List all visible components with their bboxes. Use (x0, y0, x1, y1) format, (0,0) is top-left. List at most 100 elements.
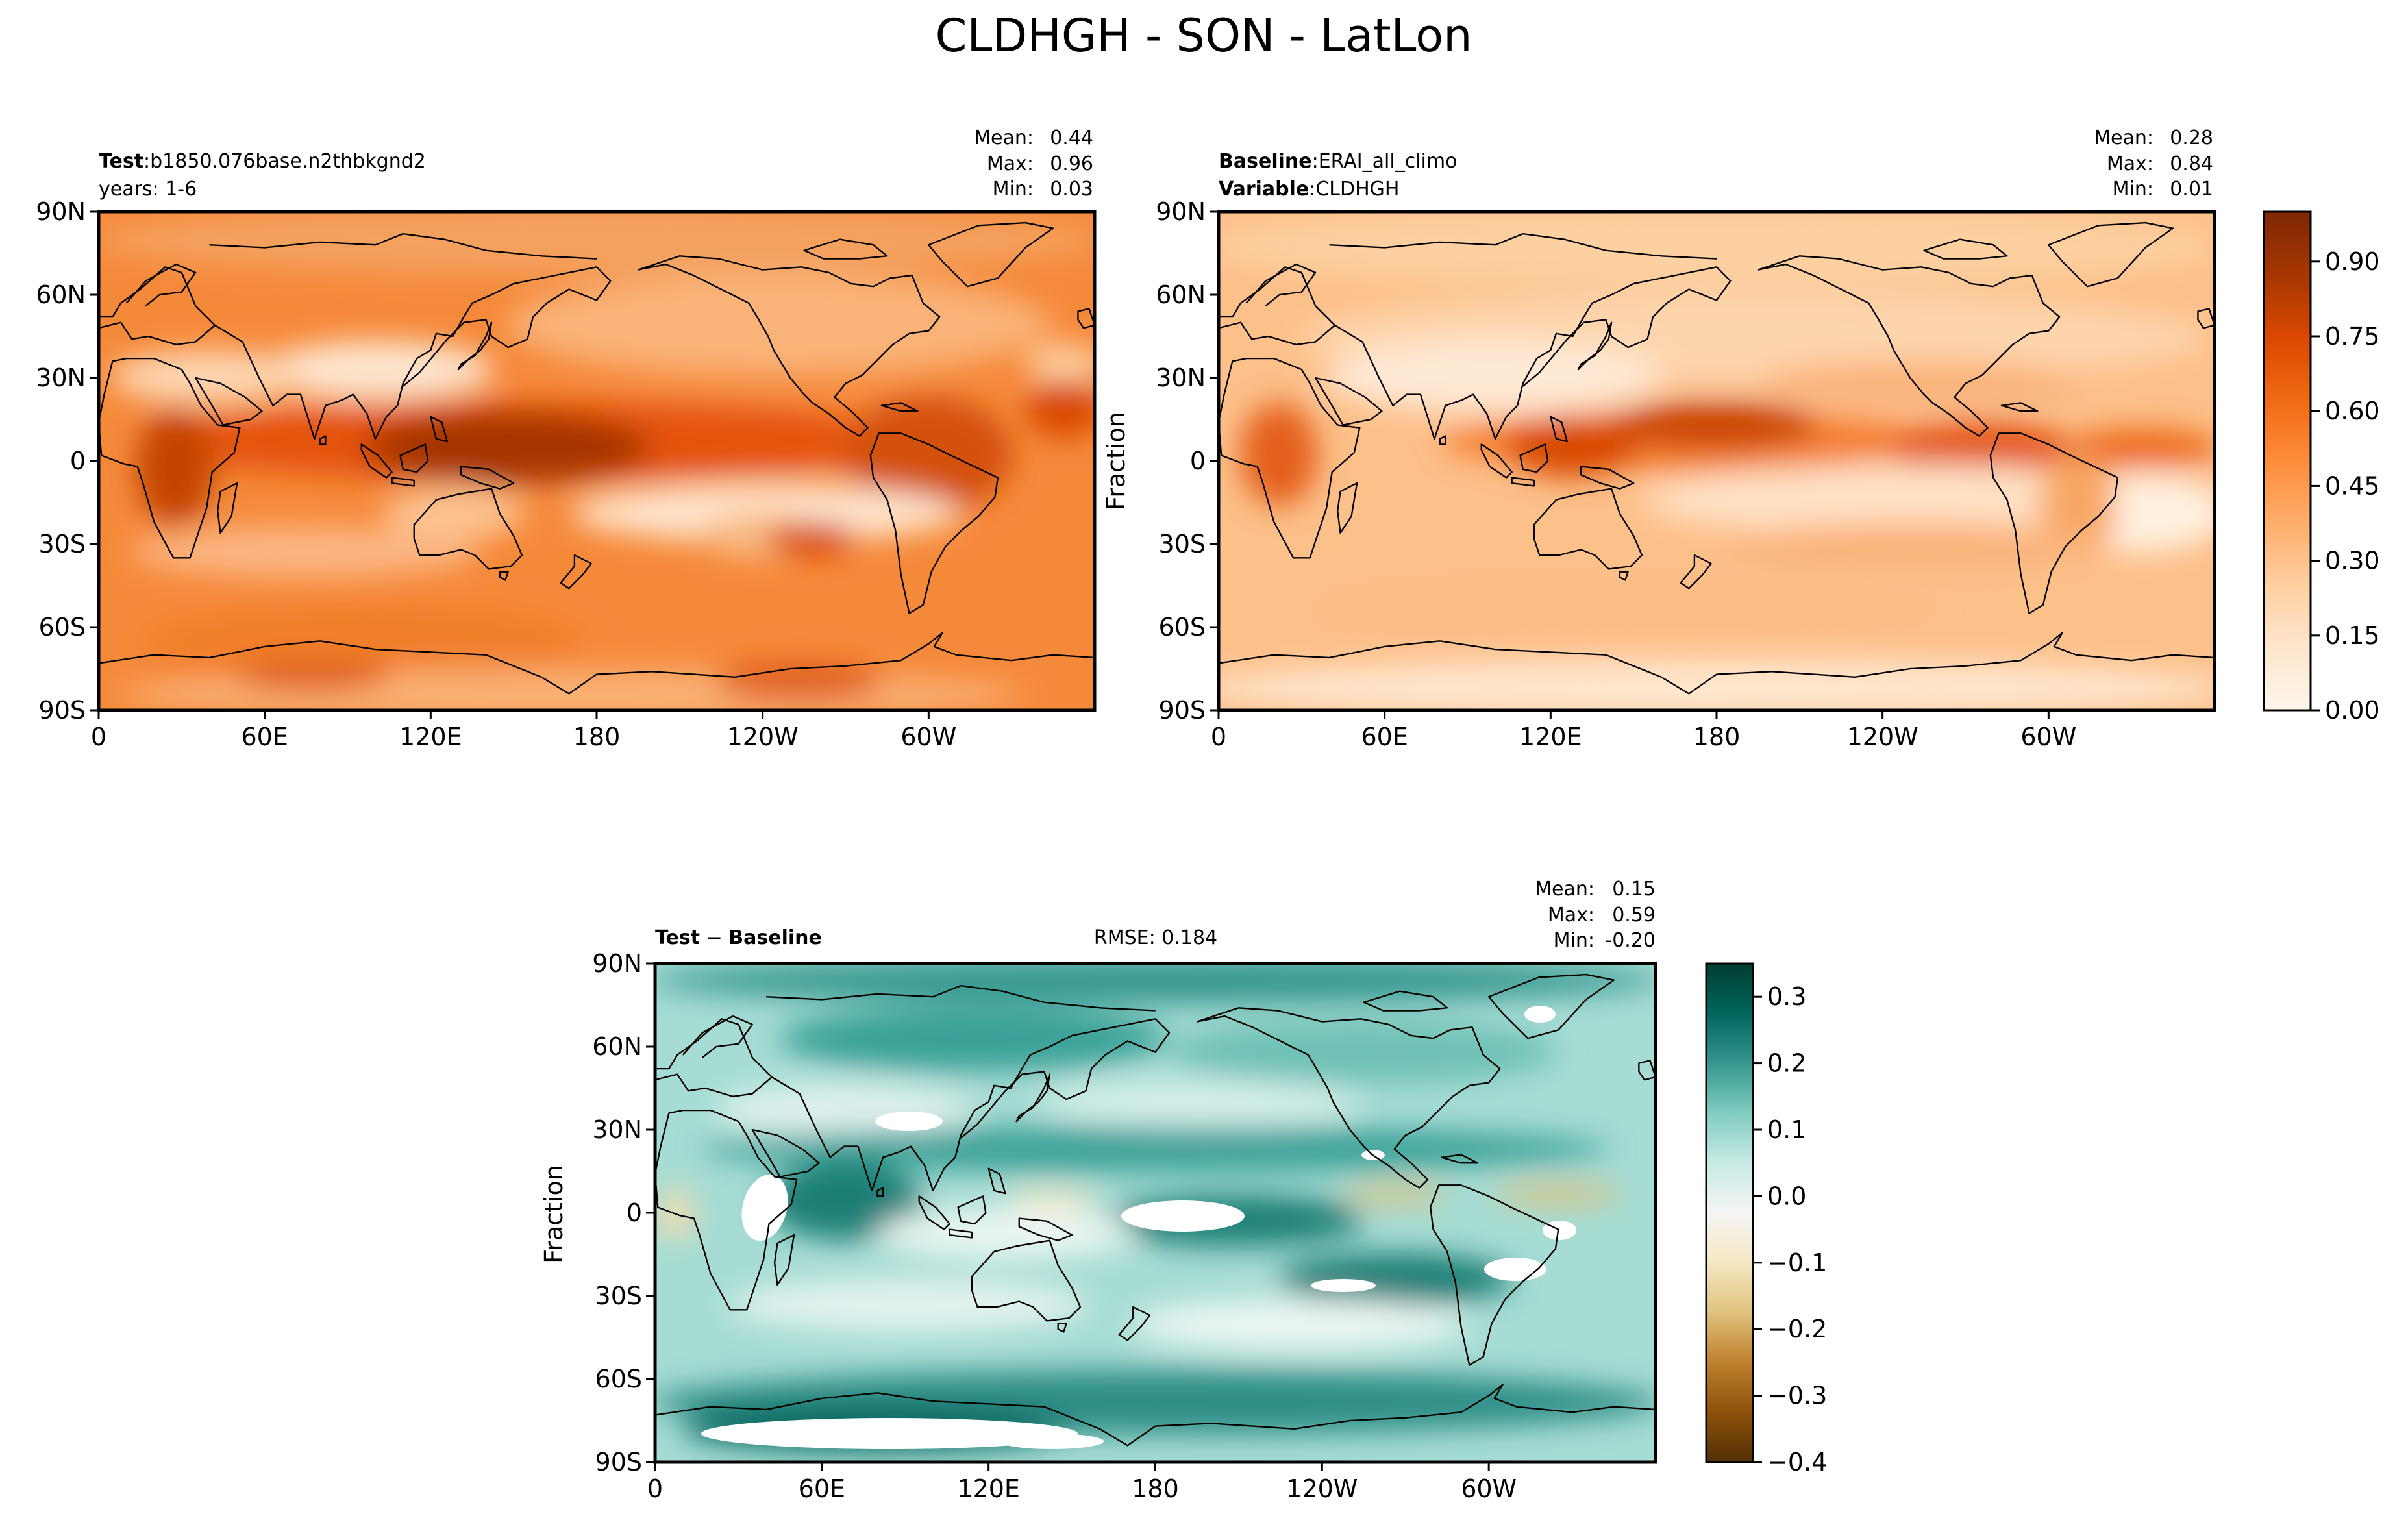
baseline-coastlines (1219, 221, 2215, 695)
colorbar-tick-label: 0.00 (2325, 696, 2380, 725)
test-ytick-label: 90N (36, 197, 86, 226)
baseline-map-field (1219, 212, 2215, 710)
colorbar-tick-label: 0.60 (2325, 397, 2380, 425)
diff-ytick-label: 60S (595, 1365, 642, 1393)
coast-north-america (638, 255, 941, 437)
coast-australia (1533, 488, 1643, 570)
test-panel: Test:b1850.076base.n2thbkgnd2 years: 1-6… (36, 127, 1097, 751)
baseline-min-label: Min: (2113, 178, 2154, 201)
baseline-subtitle: Variable:CLDHGH (1219, 178, 1400, 201)
test-title-bold: Test (99, 150, 143, 173)
diff-min-value: -0.20 (1605, 929, 1656, 952)
test-min-value: 0.03 (1050, 178, 1093, 201)
colorbar-tick-label: 0.1 (1767, 1115, 1806, 1144)
diff-min-label: Min: (1554, 929, 1595, 952)
diff-xtick-label: 120E (957, 1474, 1020, 1503)
baseline-max-label: Max: (2107, 153, 2154, 175)
test-mean-label: Mean: (974, 127, 1034, 149)
test-xtick-label: 60W (900, 723, 956, 751)
coast-scandinavia (682, 1015, 753, 1058)
diff-xtick-label: 120W (1286, 1474, 1358, 1503)
diff-ytick-label: 90S (595, 1448, 642, 1476)
test-min-label: Min: (993, 178, 1034, 201)
coast-antarctica (99, 632, 1095, 695)
colorbar-tick-label: 0.0 (1767, 1182, 1806, 1210)
diff-mean-label: Mean: (1535, 878, 1595, 901)
coast-new-zealand (1680, 554, 1712, 590)
test-mean-value: 0.44 (1050, 127, 1093, 149)
baseline-title-sep: : (1312, 150, 1319, 173)
coast-caribbean (880, 402, 919, 412)
coast-java (949, 1228, 973, 1239)
test-max-label: Max: (987, 153, 1034, 175)
test-ytick-label: 60N (36, 280, 86, 309)
coast-sri-lanka (319, 435, 327, 445)
diff-title-sep: − (700, 926, 728, 949)
baseline-title-bold: Baseline (1219, 150, 1312, 173)
colorbar-tick-label: 0.15 (2325, 621, 2380, 650)
diff-ticks: 0 60E 120E 180 120W 60W 90N 60N 30N 0 30S 60S 90S (592, 949, 1517, 1503)
coast-greenland (928, 221, 1054, 288)
coast-new-zealand (1118, 1306, 1151, 1341)
baseline-ytick-label: 0 (1190, 447, 1206, 475)
diff-xtick-label: 60E (799, 1474, 845, 1503)
coast-arctic-islands (1923, 238, 2008, 260)
diff-ytick-label: 0 (627, 1199, 642, 1227)
baseline-ytick-label: 30N (1156, 364, 1206, 392)
coast-madagascar (217, 482, 238, 534)
oranges-colorbar-ticks: 0.00 0.15 0.30 0.45 0.60 0.75 0.90 (2311, 247, 2380, 725)
diff-map-field (655, 963, 1656, 1462)
diff-max-label: Max: (1548, 904, 1595, 926)
diff-ytick-label: 30S (595, 1282, 642, 1310)
baseline-xtick-label: 120E (1519, 723, 1582, 751)
test-title-sep: : (143, 150, 150, 173)
coast-borneo (957, 1195, 987, 1225)
baseline-ytick-label: 60S (1159, 613, 1206, 641)
test-coastlines (99, 221, 1095, 695)
baseline-ylabel: Fraction (1102, 412, 1130, 510)
baseline-title-text: ERAI_all_climo (1319, 150, 1458, 173)
baseline-variable-value: CLDHGH (1315, 178, 1399, 201)
coast-antarctica (655, 1384, 1656, 1447)
difference-panel: Test − Baseline RMSE: 0.184 Mean: 0.15 M… (540, 878, 1827, 1503)
coast-australia (971, 1239, 1082, 1322)
test-xtick-label: 180 (573, 723, 621, 751)
baseline-mean-label: Mean: (2094, 127, 2154, 149)
test-ticks: 0 60E 120E 180 120W 60W 90N 60N 30N 0 30S 60S 90S (36, 197, 956, 751)
coast-scandinavia (125, 263, 197, 306)
oranges-colorbar (2263, 210, 2312, 712)
coast-tasmania (1057, 1323, 1067, 1333)
coast-uk (1638, 1060, 1656, 1081)
coast-africa (655, 1109, 798, 1311)
coast-asia (1334, 266, 1732, 440)
colorbar-tick-label: 0.3 (1767, 982, 1806, 1011)
baseline-xtick-label: 180 (1693, 723, 1741, 751)
colorbar-tick-label: −0.3 (1767, 1382, 1827, 1410)
diff-xtick-label: 60W (1461, 1474, 1517, 1503)
coast-greenland (2048, 221, 2174, 288)
coast-greenland (1488, 973, 1615, 1039)
coast-tasmania (1619, 571, 1629, 581)
baseline-xtick-label: 120W (1847, 723, 1918, 751)
coast-japan (457, 321, 493, 371)
coast-arabia (1314, 377, 1383, 426)
coast-uk (2197, 308, 2215, 329)
colorbar-tick-label: −0.1 (1767, 1249, 1827, 1277)
diff-xtick-label: 180 (1132, 1474, 1179, 1503)
coast-asia (771, 1018, 1171, 1192)
coast-new-zealand (560, 554, 592, 590)
coast-siberia-north (209, 232, 597, 260)
diff-title-baseline: Baseline (728, 926, 822, 949)
test-map-field (99, 212, 1095, 710)
coast-sri-lanka (1439, 435, 1446, 445)
coast-philippines (987, 1167, 1006, 1195)
colorbar-tick-label: −0.4 (1767, 1448, 1827, 1476)
baseline-mean-value: 0.28 (2170, 127, 2213, 149)
coast-new-guinea (460, 466, 515, 490)
baseline-ytick-label: 90S (1159, 696, 1206, 725)
test-title-text: b1850.076base.n2thbkgnd2 (150, 150, 426, 173)
coast-tasmania (499, 571, 509, 581)
coast-sri-lanka (876, 1187, 884, 1197)
coast-japan (1577, 321, 1613, 371)
coast-north-america (1757, 255, 2061, 437)
